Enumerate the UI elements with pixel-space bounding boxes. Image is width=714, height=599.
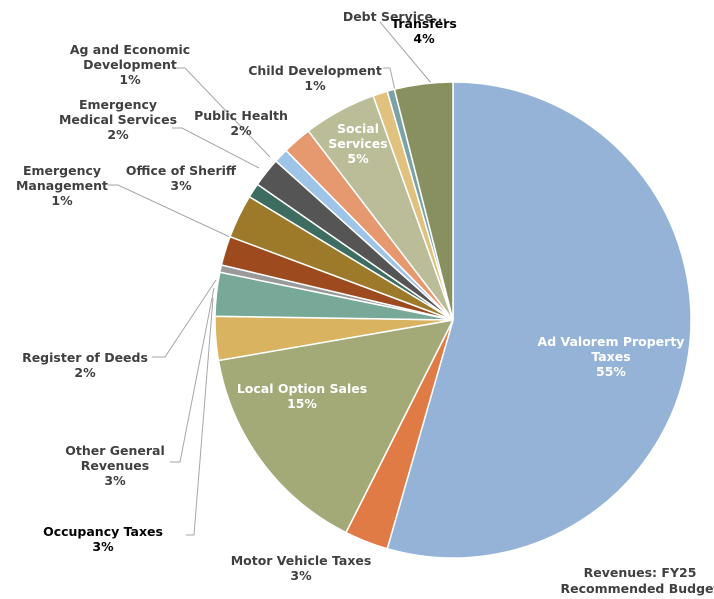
pie-slice <box>217 319 455 534</box>
slice-label: Ag and Economic Development 1% <box>63 42 198 87</box>
category-label: Occupancy Taxes <box>43 524 163 539</box>
category-label: Register of Deeds <box>22 350 148 365</box>
slice-label: Emergency Management 1% <box>7 163 117 208</box>
category-label: Motor Vehicle Taxes <box>230 553 372 568</box>
slice-label: Public Health 2% <box>186 108 296 138</box>
category-label: Emergency Medical Services <box>58 97 178 127</box>
slice-label: Ad Valorem Property Taxes 55% <box>526 334 696 379</box>
category-label: Ad Valorem Property Taxes <box>537 334 685 364</box>
category-label: Emergency Management <box>15 163 108 193</box>
category-label: Social Services <box>328 121 388 151</box>
category-label: Child Development <box>248 63 382 78</box>
value-label: 1% <box>119 72 141 87</box>
value-label: 2% <box>74 365 96 380</box>
category-label: Other General Revenues <box>65 443 165 473</box>
slice-label: Emergency Medical Services 2% <box>56 97 181 142</box>
slice-label: Debt Service... <box>335 9 455 24</box>
value-label: 55% <box>596 364 626 379</box>
slice-label: Social Services 5% <box>322 121 394 166</box>
value-label: 2% <box>107 127 129 142</box>
value-label: 3% <box>104 473 126 488</box>
category-label: Office of Sheriff <box>125 163 237 178</box>
value-label: 4% <box>413 31 435 46</box>
leader-lines <box>108 21 443 536</box>
value-label: 3% <box>290 568 312 583</box>
slice-label: Occupancy Taxes 3% <box>18 524 188 554</box>
slice-label: Other General Revenues 3% <box>55 443 175 488</box>
category-label: Debt Service... <box>342 9 448 24</box>
slice-label: Register of Deeds 2% <box>5 350 165 380</box>
value-label: 3% <box>92 539 114 554</box>
value-label: 2% <box>230 123 252 138</box>
slice-label: Child Development 1% <box>235 63 395 93</box>
value-label: 1% <box>304 78 326 93</box>
chart-title: Revenues: FY25 Recommended Budget <box>560 565 714 596</box>
category-label: Ag and Economic Development <box>69 42 191 72</box>
value-label: 3% <box>170 178 192 193</box>
category-label: Public Health <box>194 108 288 123</box>
leader-line <box>152 279 217 358</box>
category-label: Local Option Sales <box>236 381 368 396</box>
slice-label: Local Option Sales 15% <box>222 381 382 411</box>
value-label: 5% <box>347 151 369 166</box>
value-label: 15% <box>287 396 317 411</box>
leader-line <box>186 297 214 536</box>
leader-line <box>177 67 271 158</box>
slice-label: Office of Sheriff 3% <box>106 163 256 193</box>
pie-slice <box>386 81 692 559</box>
value-label: 1% <box>51 193 73 208</box>
slice-label: Motor Vehicle Taxes 3% <box>211 553 391 583</box>
pie-slice <box>393 81 454 321</box>
leader-line <box>172 127 260 169</box>
leader-line <box>170 287 215 463</box>
slice-label: Transfers 4% <box>384 16 464 46</box>
leader-line <box>108 184 233 239</box>
leader-line <box>383 67 397 96</box>
category-label: Transfers <box>391 16 457 31</box>
